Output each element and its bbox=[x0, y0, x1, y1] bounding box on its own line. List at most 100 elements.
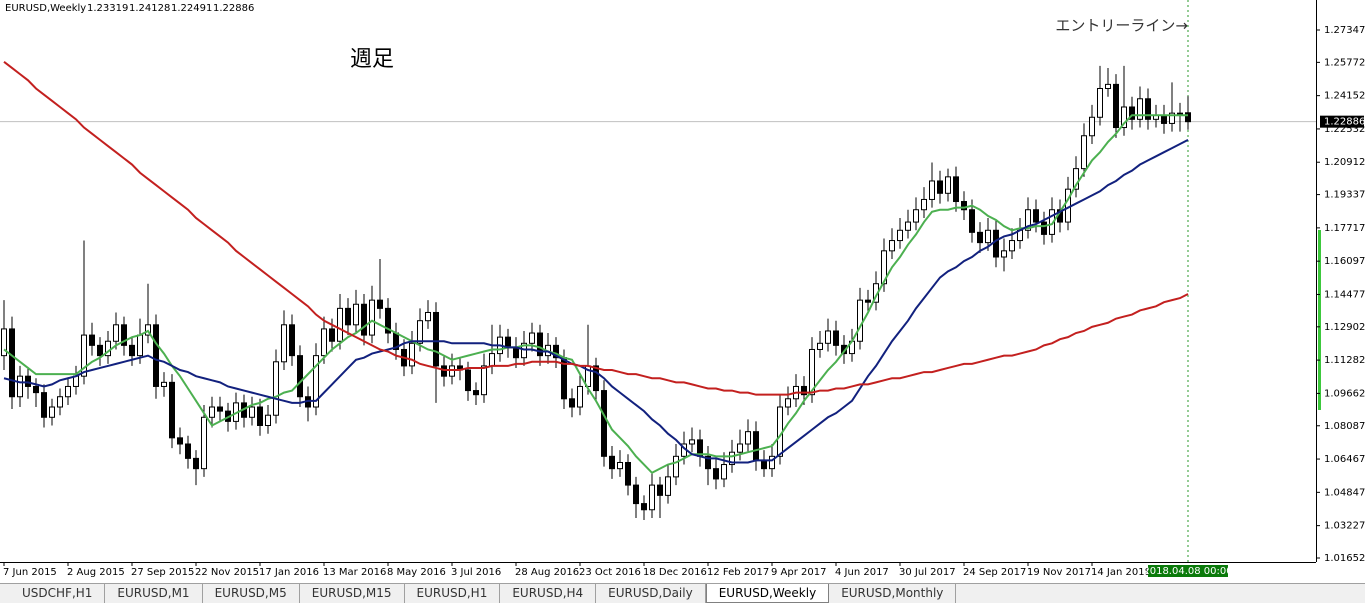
y-tick-label: 1.04847 bbox=[1324, 487, 1365, 498]
candle-body bbox=[137, 334, 143, 357]
candle-body bbox=[257, 406, 263, 427]
candle-body bbox=[57, 396, 63, 408]
candle-body bbox=[353, 303, 359, 326]
chart-tab[interactable]: EURUSD,Daily bbox=[596, 584, 706, 603]
candle-body bbox=[1113, 83, 1119, 129]
x-tick-label: 8 May 2016 bbox=[387, 567, 446, 578]
chart-tab[interactable]: EURUSD,Monthly bbox=[829, 584, 957, 603]
candle-body bbox=[1177, 112, 1183, 115]
candle-body bbox=[969, 209, 975, 233]
y-tick-label: 1.03227 bbox=[1324, 521, 1365, 532]
candle-body bbox=[753, 431, 759, 461]
candle-body bbox=[201, 416, 207, 470]
candle-body bbox=[617, 461, 623, 470]
chart-tab[interactable]: EURUSD,H4 bbox=[500, 584, 597, 603]
candle-body bbox=[1097, 87, 1103, 118]
candle-body bbox=[193, 457, 199, 470]
y-tick-label: 1.16097 bbox=[1324, 256, 1365, 267]
candle-body bbox=[601, 390, 607, 457]
candle-body bbox=[1081, 135, 1087, 170]
candle-body bbox=[745, 431, 751, 445]
candle-body bbox=[953, 176, 959, 203]
x-tick-label: 18 Dec 2016 bbox=[643, 567, 707, 578]
candle-body bbox=[1129, 106, 1135, 120]
x-tick-label: 19 Nov 2017 bbox=[1027, 567, 1091, 578]
current-date-box bbox=[1148, 565, 1228, 577]
chart-tab[interactable]: EURUSD,M5 bbox=[203, 584, 300, 603]
candle-body bbox=[961, 201, 967, 211]
candle-body bbox=[609, 455, 615, 470]
x-tick-label: 22 Nov 2015 bbox=[195, 567, 259, 578]
candle-body bbox=[121, 324, 127, 346]
candle-body bbox=[665, 476, 671, 496]
x-tick-label: 27 Sep 2015 bbox=[131, 567, 194, 578]
candle-body bbox=[265, 414, 271, 427]
chart-tab[interactable]: EURUSD,H1 bbox=[405, 584, 501, 603]
candle-body bbox=[209, 406, 215, 418]
candle-body bbox=[337, 307, 343, 342]
candle-body bbox=[937, 180, 943, 194]
y-tick-label: 1.17717 bbox=[1324, 223, 1365, 234]
candle-body bbox=[185, 443, 191, 459]
candle-body bbox=[825, 330, 831, 344]
y-tick-label: 1.01652 bbox=[1324, 553, 1365, 564]
y-tick-label: 1.27347 bbox=[1324, 25, 1365, 36]
candle-body bbox=[473, 390, 479, 396]
chart-tab[interactable]: EURUSD,Weekly bbox=[705, 584, 830, 603]
x-tick-label: 12 Feb 2017 bbox=[707, 567, 769, 578]
candle-body bbox=[625, 461, 631, 486]
candle-body bbox=[809, 348, 815, 396]
candle-body bbox=[425, 311, 431, 322]
candle-body bbox=[1145, 98, 1151, 120]
candle-body bbox=[689, 439, 695, 445]
scroll-indicator bbox=[1318, 230, 1321, 410]
candle-body bbox=[521, 342, 527, 359]
candle-body bbox=[449, 365, 455, 377]
y-tick-label: 1.24152 bbox=[1324, 91, 1365, 102]
chart-tab[interactable]: EURUSD,M15 bbox=[300, 584, 405, 603]
candle-body bbox=[113, 324, 119, 342]
candle-body bbox=[1169, 112, 1175, 124]
candle-body bbox=[993, 229, 999, 258]
x-tick-label: 28 Aug 2016 bbox=[515, 567, 579, 578]
candle-body bbox=[369, 299, 375, 336]
current-price-box bbox=[1320, 115, 1364, 128]
x-tick-label: 24 Sep 2017 bbox=[963, 567, 1026, 578]
x-tick-label: 13 Mar 2016 bbox=[323, 567, 386, 578]
candle-body bbox=[945, 176, 951, 194]
candle-body bbox=[769, 455, 775, 470]
candle-body bbox=[1033, 209, 1039, 223]
candles bbox=[1, 65, 1191, 521]
candle-body bbox=[1073, 168, 1079, 190]
chart: EURUSD,Weekly 1.23319 1.24128 1.22491 1.… bbox=[0, 0, 1365, 578]
candle-body bbox=[33, 385, 39, 394]
candle-body bbox=[377, 299, 383, 309]
current-price-label: 1.22886 bbox=[1324, 117, 1365, 128]
header-low: 1.22491 bbox=[171, 3, 212, 14]
candle-body bbox=[801, 385, 807, 396]
candle-body bbox=[329, 328, 335, 342]
chart-tab[interactable]: USDCHF,H1 bbox=[10, 584, 106, 603]
moving-average bbox=[3, 60, 1189, 396]
candle-body bbox=[673, 455, 679, 478]
candle-body bbox=[65, 385, 71, 398]
candle-body bbox=[657, 484, 663, 496]
x-tick-label: 23 Oct 2016 bbox=[579, 567, 641, 578]
chart-tab[interactable]: EURUSD,M1 bbox=[105, 584, 203, 603]
candle-body bbox=[865, 299, 871, 303]
candle-body bbox=[713, 468, 719, 480]
candle-body bbox=[649, 484, 655, 511]
candle-body bbox=[129, 344, 135, 357]
candle-body bbox=[633, 484, 639, 505]
candle-body bbox=[785, 398, 791, 408]
candle-body bbox=[553, 344, 559, 359]
candle-body bbox=[857, 299, 863, 342]
candle-body bbox=[705, 455, 711, 470]
x-tick-label: 2018.04.08 00:00 bbox=[1143, 566, 1232, 577]
candle-body bbox=[289, 324, 295, 357]
candle-body bbox=[17, 375, 23, 398]
candle-body bbox=[49, 406, 55, 418]
y-tick-label: 1.19337 bbox=[1324, 190, 1365, 201]
candle-body bbox=[313, 355, 319, 408]
